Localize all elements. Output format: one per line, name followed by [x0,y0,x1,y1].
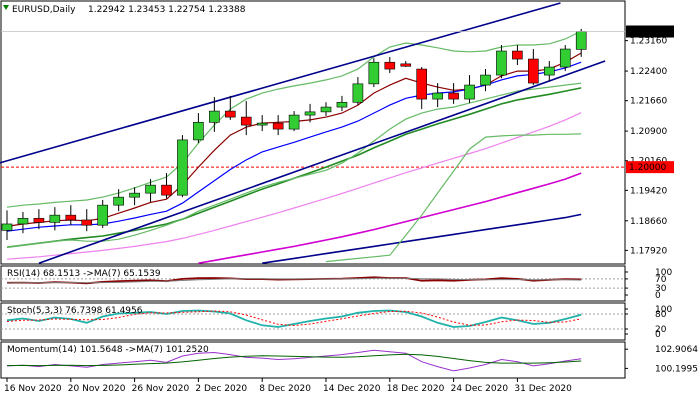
rsi-ma-line [6,277,582,284]
candle-body [240,116,252,126]
ohlc-values: 1.22942 1.23453 1.22754 1.23388 [88,5,246,15]
rsi-tick-label: 70 [655,275,667,285]
stoch-main-line [6,309,582,328]
x-tick-label: 2 Dec 2020 [195,384,247,394]
stoch-tick-label: 100 [655,305,672,315]
candle-body [1,223,13,231]
candle-body [145,184,156,194]
x-tick-label: 31 Dec 2020 [514,384,572,394]
candle-body [448,92,459,100]
candle-body [575,31,587,50]
candle-body [81,219,93,226]
x-tick-label: 18 Dec 2020 [387,384,445,394]
candle-body [209,110,220,123]
candle-body [512,50,523,60]
candle-body [559,48,571,68]
momentum-title: Momentum(14) 101.5648 ->MA(7) 101.2520 [7,345,209,355]
moving-average-line [325,133,582,263]
rsi-tick-label: 100 [655,268,672,278]
candle-body [528,58,539,84]
y-tick-label: 1.22400 [630,67,667,77]
y-tick-label: 1.23160 [630,37,667,47]
candle-body [320,106,332,113]
x-tick-label: 14 Dec 2020 [323,384,381,394]
candle-body [384,61,396,70]
stoch-tick-label: 0 [655,330,661,340]
candle-body [65,214,77,221]
momentum-line [6,349,582,372]
stoch-tick-label: 80 [655,310,667,320]
y-tick-label: 1.17920 [630,246,667,256]
x-tick-label: 20 Nov 2020 [68,384,126,394]
y-tick-label: 1.21660 [630,97,667,107]
stoch-tick-label: 20 [655,325,667,335]
x-tick-label: 16 Nov 2020 [4,384,62,394]
x-tick-label: 24 Dec 2020 [451,384,509,394]
level-label-box [626,161,674,174]
rsi-tick-label: 30 [655,284,667,294]
candle-body [177,139,188,196]
candle-body [49,214,61,223]
candle-body [368,61,380,85]
moving-average-line [6,30,582,208]
candle-body [33,218,45,223]
x-tick-label: 8 Dec 2020 [259,384,311,394]
candle-body [336,101,348,108]
candle-body [432,92,443,100]
momentum-tick-label: 100.1995 [655,364,698,374]
candle-body [464,84,475,100]
rsi-title: RSI(14) 68.1513 ->MA(7) 65.1539 [7,269,161,279]
candle-body [272,122,284,130]
symbol-arrow-icon [3,5,9,10]
rsi-tick-label: 0 [655,291,661,301]
current-price-label: 1.23388 [629,28,666,38]
moving-average-line [198,172,582,264]
candle-body [496,50,507,76]
candle-body [352,83,364,103]
stoch-title: Stoch(5,3,3) 76.7398 61.4956 [7,306,143,316]
y-tick-label: 1.20900 [630,127,667,137]
candle-body [17,218,29,225]
trendline [0,2,561,164]
candle-body [400,63,412,67]
level-label: 1.20000 [629,163,666,173]
y-tick-label: 1.19420 [630,186,667,196]
stoch-signal-line [6,310,582,327]
candle-body [416,68,428,100]
momentum-tick-label: 102.9064 [655,345,698,355]
candle-body [129,192,140,198]
chart-title: EURUSD,Daily [12,5,76,15]
moving-average-line [6,112,582,260]
candle-body [113,196,124,206]
candle-body [480,74,491,86]
candle-body [193,121,204,141]
y-tick-label: 1.18660 [630,217,667,227]
trendline [38,60,606,264]
candle-body [304,111,316,116]
candle-body [288,114,300,130]
candle-body [161,184,172,196]
candle-body [225,110,236,118]
x-tick-label: 26 Nov 2020 [132,384,190,394]
candle-body [543,66,555,76]
panel-frame [0,265,626,302]
candle-body [256,122,268,126]
panel-frame [0,341,626,379]
moving-average-line [262,213,582,264]
momentum-ma-line [6,353,582,367]
candle-body [97,204,108,226]
current-price-box [626,25,674,38]
